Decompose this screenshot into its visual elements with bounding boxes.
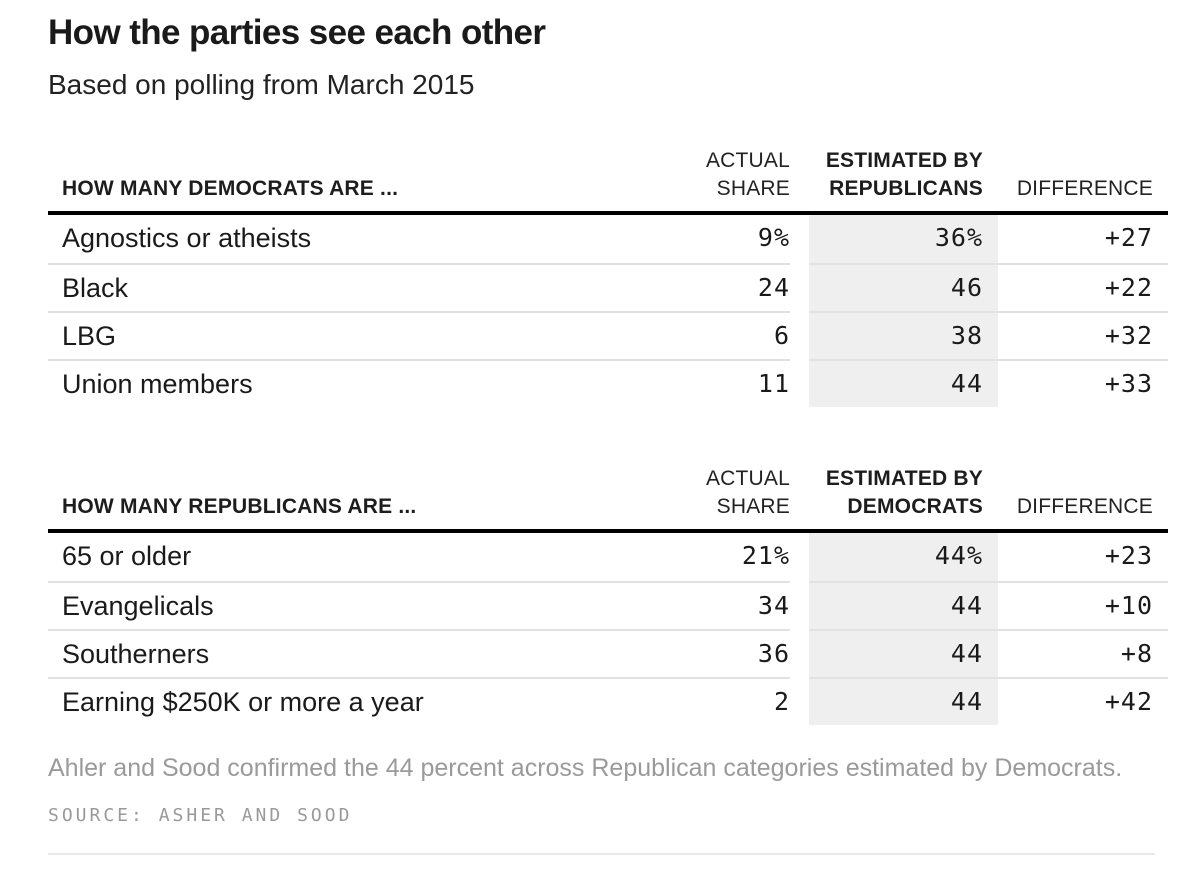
category-label: Earning $250K or more a year [48,677,650,725]
democrats-table-header: HOW MANY DEMOCRATS ARE ... ACTUAL SHARE … [48,147,1168,215]
table-row: 65 or older 21% 44% +23 [48,533,1168,581]
col-header-difference: DIFFERENCE [1016,495,1153,518]
category-label: Evangelicals [48,581,650,629]
bottom-divider [48,853,1155,855]
difference-value: +8 [998,629,1168,677]
difference-value: +23 [1104,541,1153,570]
category-label: LBG [48,311,650,359]
difference-value: +32 [998,311,1168,359]
table-row: Agnostics or atheists 9% 36% +27 [48,215,1168,263]
category-label: 65 or older [62,541,192,571]
difference-value: +33 [998,359,1168,407]
republicans-table-header: HOW MANY REPUBLICANS ARE ... ACTUAL SHAR… [48,465,1168,533]
estimated-value: 36% [809,215,998,263]
estimated-value: 46 [809,263,998,311]
difference-value: +10 [998,581,1168,629]
col-header-estimated-by: ESTIMATED BY REPUBLICANS [825,149,983,200]
difference-value: +42 [998,677,1168,725]
difference-value: +27 [1104,223,1153,252]
table-row: Earning $250K or more a year 2 44 +42 [48,677,1168,725]
actual-share-value: 11 [650,359,790,407]
difference-value: +22 [998,263,1168,311]
footnote: Ahler and Sood confirmed the 44 percent … [48,754,1123,782]
estimated-value: 44 [809,581,998,629]
actual-share-value: 6 [650,311,790,359]
actual-share-value: 21% [741,541,790,570]
republicans-table: HOW MANY REPUBLICANS ARE ... ACTUAL SHAR… [48,465,1168,725]
estimated-value: 44% [809,533,998,581]
page-subtitle: Based on polling from March 2015 [48,69,475,100]
table-row: Black 24 46 +22 [48,263,1168,311]
table-row: Southerners 36 44 +8 [48,629,1168,677]
col-header-difference: DIFFERENCE [1016,177,1153,200]
row-group-header-label: HOW MANY DEMOCRATS ARE ... [62,177,399,200]
category-label: Southerners [48,629,650,677]
table-row: Evangelicals 34 44 +10 [48,581,1168,629]
estimated-value: 44 [809,629,998,677]
estimated-value: 44 [809,359,998,407]
row-group-header-label: HOW MANY REPUBLICANS ARE ... [62,495,417,518]
col-header-actual-share: ACTUAL SHARE [705,149,790,200]
estimated-value: 38 [809,311,998,359]
table-row: LBG 6 38 +32 [48,311,1168,359]
category-label: Agnostics or atheists [62,223,312,253]
actual-share-value: 9% [757,223,790,252]
page-title: How the parties see each other [48,13,546,52]
table-row: Union members 11 44 +33 [48,359,1168,407]
source-line: SOURCE: ASHER AND SOOD [48,805,353,826]
col-header-actual-share: ACTUAL SHARE [705,467,790,518]
actual-share-value: 36 [650,629,790,677]
row-group-header: HOW MANY REPUBLICANS ARE ... [48,493,650,521]
category-label: Union members [48,359,650,407]
category-label: Black [48,263,650,311]
actual-share-value: 34 [650,581,790,629]
actual-share-value: 24 [650,263,790,311]
col-header-estimated-by: ESTIMATED BY DEMOCRATS [825,467,983,518]
democrats-table: HOW MANY DEMOCRATS ARE ... ACTUAL SHARE … [48,147,1168,407]
row-group-header: HOW MANY DEMOCRATS ARE ... [48,175,650,203]
actual-share-value: 2 [650,677,790,725]
estimated-value: 44 [809,677,998,725]
